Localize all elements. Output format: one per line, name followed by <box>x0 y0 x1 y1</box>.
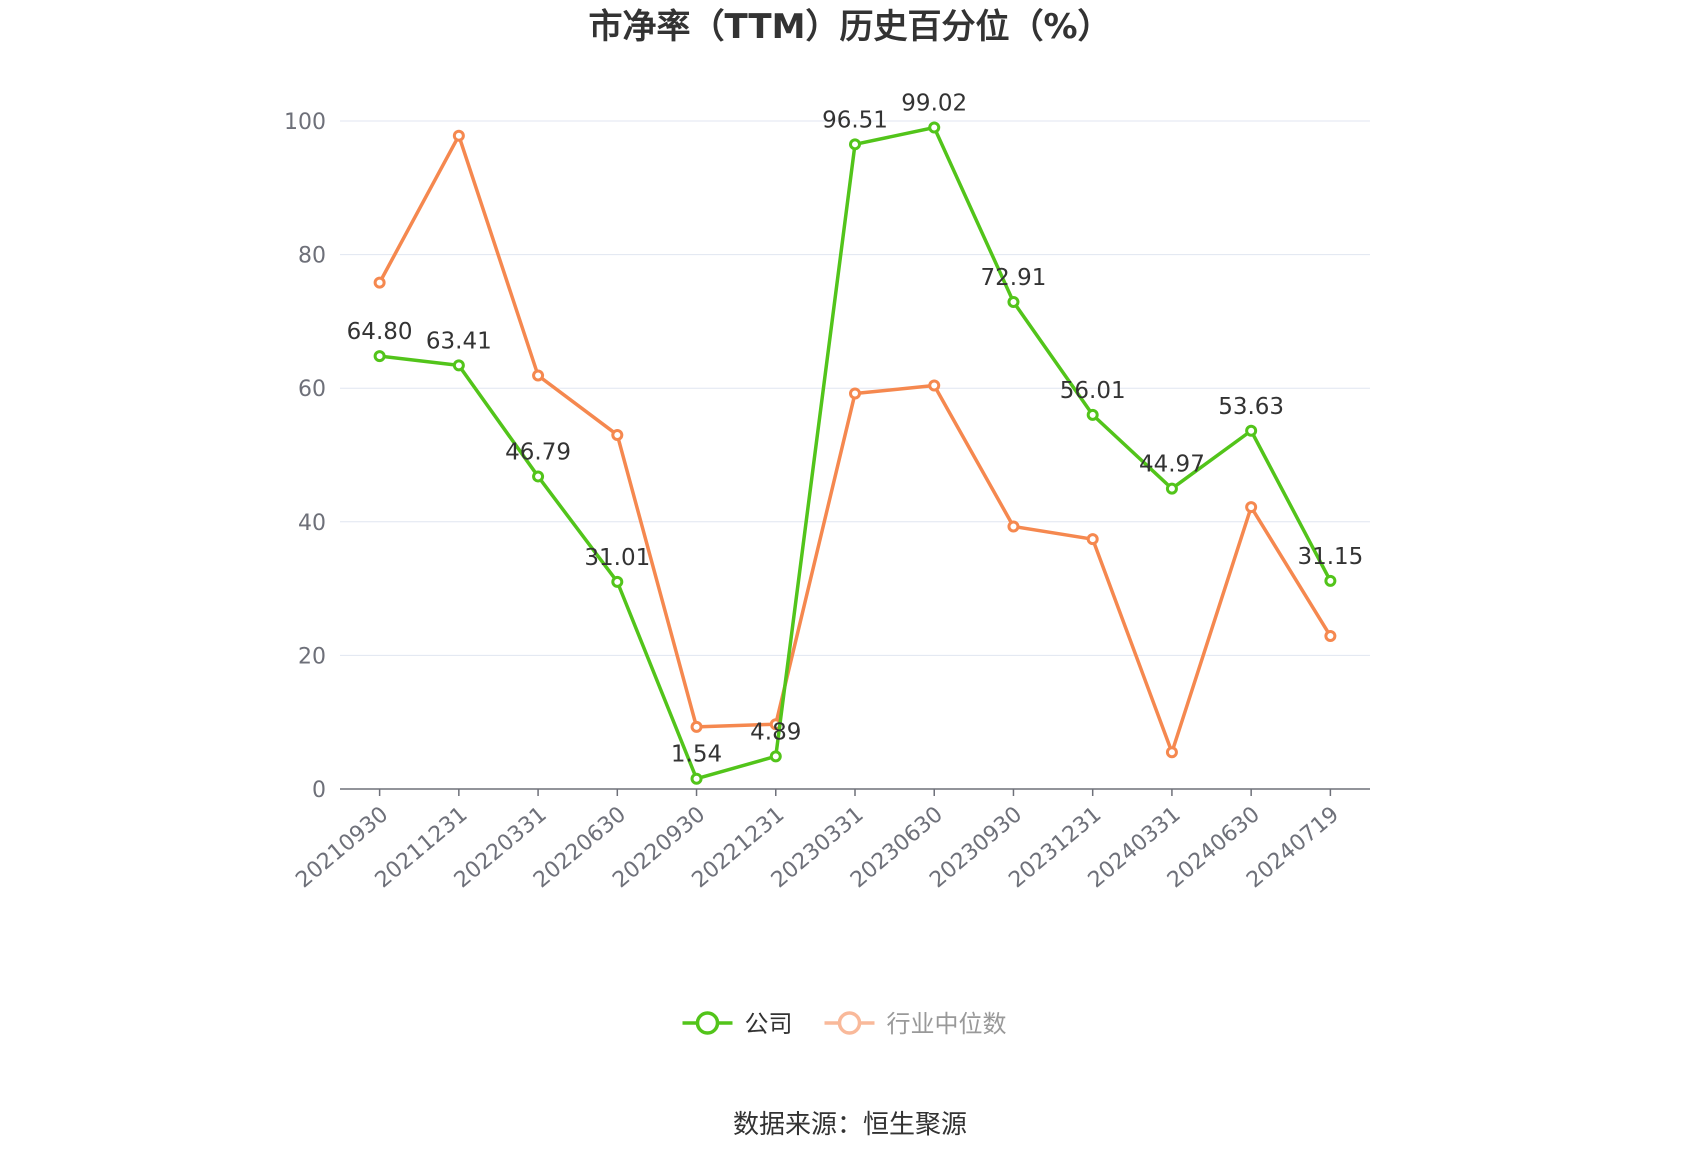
data-point <box>1007 520 1020 533</box>
data-point <box>532 470 545 483</box>
y-tick-label: 40 <box>298 511 326 536</box>
legend-label: 公司 <box>745 1010 793 1038</box>
x-axis: 2021093020211231202203312022063020220930… <box>291 788 1370 893</box>
data-label: 63.41 <box>426 328 492 354</box>
data-point <box>1324 574 1337 587</box>
data-point <box>769 750 782 763</box>
data-point <box>1086 533 1099 546</box>
series-layer <box>373 121 1337 785</box>
legend-item: 公司 <box>682 1010 793 1038</box>
data-label: 56.01 <box>1060 378 1126 404</box>
legend-swatch-marker <box>837 1011 862 1035</box>
data-label: 64.80 <box>347 319 413 345</box>
legend-label: 行业中位数 <box>887 1010 1007 1038</box>
y-tick-label: 100 <box>284 110 326 135</box>
y-tick-label: 60 <box>298 377 326 402</box>
data-point <box>611 575 624 588</box>
data-label: 1.54 <box>671 742 722 768</box>
data-point <box>928 379 941 392</box>
y-tick-label: 80 <box>298 244 326 269</box>
data-point <box>690 772 703 785</box>
source-text: 数据来源：恒生聚源 <box>733 1110 967 1140</box>
data-point <box>532 369 545 382</box>
data-label: 99.02 <box>901 91 967 117</box>
data-label: 4.89 <box>750 719 801 745</box>
data-point <box>373 276 386 289</box>
data-point <box>452 359 465 372</box>
y-axis-ticks: 0 20 40 60 80 100 <box>284 110 326 803</box>
data-point <box>611 428 624 441</box>
data-point <box>1086 408 1099 421</box>
data-point <box>1324 630 1337 643</box>
data-label: 46.79 <box>505 439 571 465</box>
data-point <box>1245 424 1258 437</box>
data-point <box>1165 746 1178 759</box>
data-point <box>849 387 861 400</box>
data-label: 31.01 <box>584 545 650 571</box>
y-tick-label: 0 <box>312 778 326 803</box>
data-label: 96.51 <box>822 107 888 133</box>
chart-title: 市净率（TTM）历史百分位（%） <box>588 7 1111 47</box>
data-point <box>1007 295 1020 308</box>
data-label: 44.97 <box>1139 452 1205 478</box>
legend: 公司 行业中位数 <box>682 1010 1007 1038</box>
data-label: 31.15 <box>1297 544 1363 570</box>
data-point <box>690 720 703 733</box>
data-labels: 64.80 63.41 46.79 31.01 1.54 4.89 96.51 99.02 72… <box>347 91 1364 768</box>
data-label: 53.63 <box>1218 394 1284 420</box>
data-point <box>1245 501 1258 514</box>
data-point <box>452 129 465 142</box>
data-point <box>373 350 386 363</box>
y-tick-label: 20 <box>298 644 326 669</box>
data-point <box>1165 482 1178 495</box>
data-label: 72.91 <box>981 265 1047 291</box>
legend-swatch-marker <box>695 1011 720 1035</box>
data-point <box>928 121 941 134</box>
data-point <box>849 138 861 151</box>
legend-item: 行业中位数 <box>824 1010 1007 1038</box>
